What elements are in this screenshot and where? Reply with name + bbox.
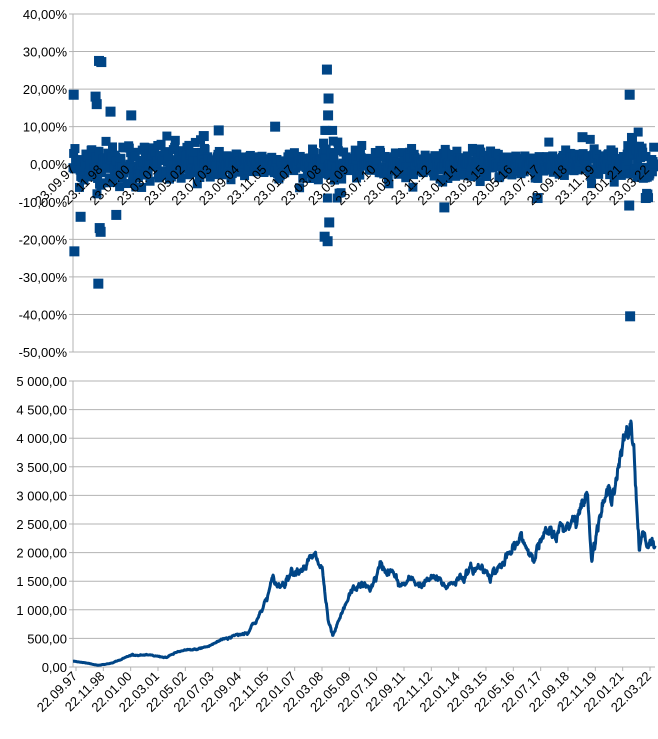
price-y-tick-label: 2 500,00 [16, 517, 67, 532]
return-point [333, 138, 342, 147]
return-point [171, 136, 180, 145]
return-point [199, 131, 209, 141]
return-point [111, 210, 121, 220]
return-point [214, 125, 224, 135]
return-point [625, 311, 635, 321]
return-point [322, 65, 332, 75]
return-point [323, 110, 333, 120]
return-point [641, 193, 651, 203]
price-x-axis-ticks: 22.09.9722.11.9822.01.0022.03.0122.05.02… [34, 667, 654, 715]
return-point [162, 132, 171, 141]
return-point [116, 154, 125, 163]
return-point [70, 144, 79, 153]
return-point [96, 227, 106, 237]
price-y-tick-label: 5 000,00 [16, 374, 67, 389]
return-point [76, 212, 86, 222]
return-point [270, 122, 280, 132]
return-point [328, 126, 337, 135]
return-point [106, 107, 116, 117]
return-point [92, 99, 102, 109]
price-y-tick-label: 0,00 [42, 660, 67, 675]
returns-y-tick-label: 30,00% [23, 45, 68, 60]
returns-y-tick-label: 40,00% [23, 7, 68, 22]
return-point [627, 133, 637, 143]
price-series [73, 421, 655, 665]
return-point [651, 159, 658, 168]
return-point [649, 143, 658, 152]
price-line-chart: 5 000,00 4 500,00 4 000,00 3 500,00 3 000,00… [16, 374, 655, 715]
price-line [73, 421, 655, 665]
return-point [108, 142, 117, 151]
price-y-tick-label: 1 500,00 [16, 574, 67, 589]
price-y-tick-label: 3 500,00 [16, 460, 67, 475]
returns-y-tick-label: 10,00% [23, 120, 68, 135]
returns-y-tick-label: -40,00% [19, 307, 68, 322]
return-point [126, 110, 136, 120]
returns-y-tick-label: -30,00% [19, 270, 68, 285]
return-point [577, 132, 587, 142]
return-point [357, 141, 366, 150]
return-point [69, 90, 79, 100]
return-point [93, 279, 103, 289]
return-point [324, 94, 334, 104]
price-y-axis-ticks: 5 000,00 4 500,00 4 000,00 3 500,00 3 000,00… [16, 374, 73, 675]
price-y-tick-label: 4 000,00 [16, 431, 67, 446]
daily-returns-scatter-chart: 40,00%30,00%20,00%10,00%0,00%-10,00%-20,… [19, 7, 658, 360]
return-point [624, 201, 634, 211]
return-point [69, 246, 79, 256]
return-point [625, 90, 635, 100]
price-y-tick-label: 3 000,00 [16, 488, 67, 503]
return-point [189, 148, 198, 157]
return-point [96, 57, 106, 67]
returns-y-tick-label: -20,00% [19, 232, 68, 247]
return-point [544, 138, 553, 147]
price-y-tick-label: 4 500,00 [16, 403, 67, 418]
returns-y-tick-label: -50,00% [19, 345, 68, 360]
return-point [324, 217, 334, 227]
price-y-tick-label: 500,00 [27, 631, 67, 646]
returns-y-tick-label: 20,00% [23, 82, 68, 97]
price-y-tick-label: 1 000,00 [16, 603, 67, 618]
price-y-tick-label: 2 000,00 [16, 546, 67, 561]
return-point [323, 236, 333, 246]
